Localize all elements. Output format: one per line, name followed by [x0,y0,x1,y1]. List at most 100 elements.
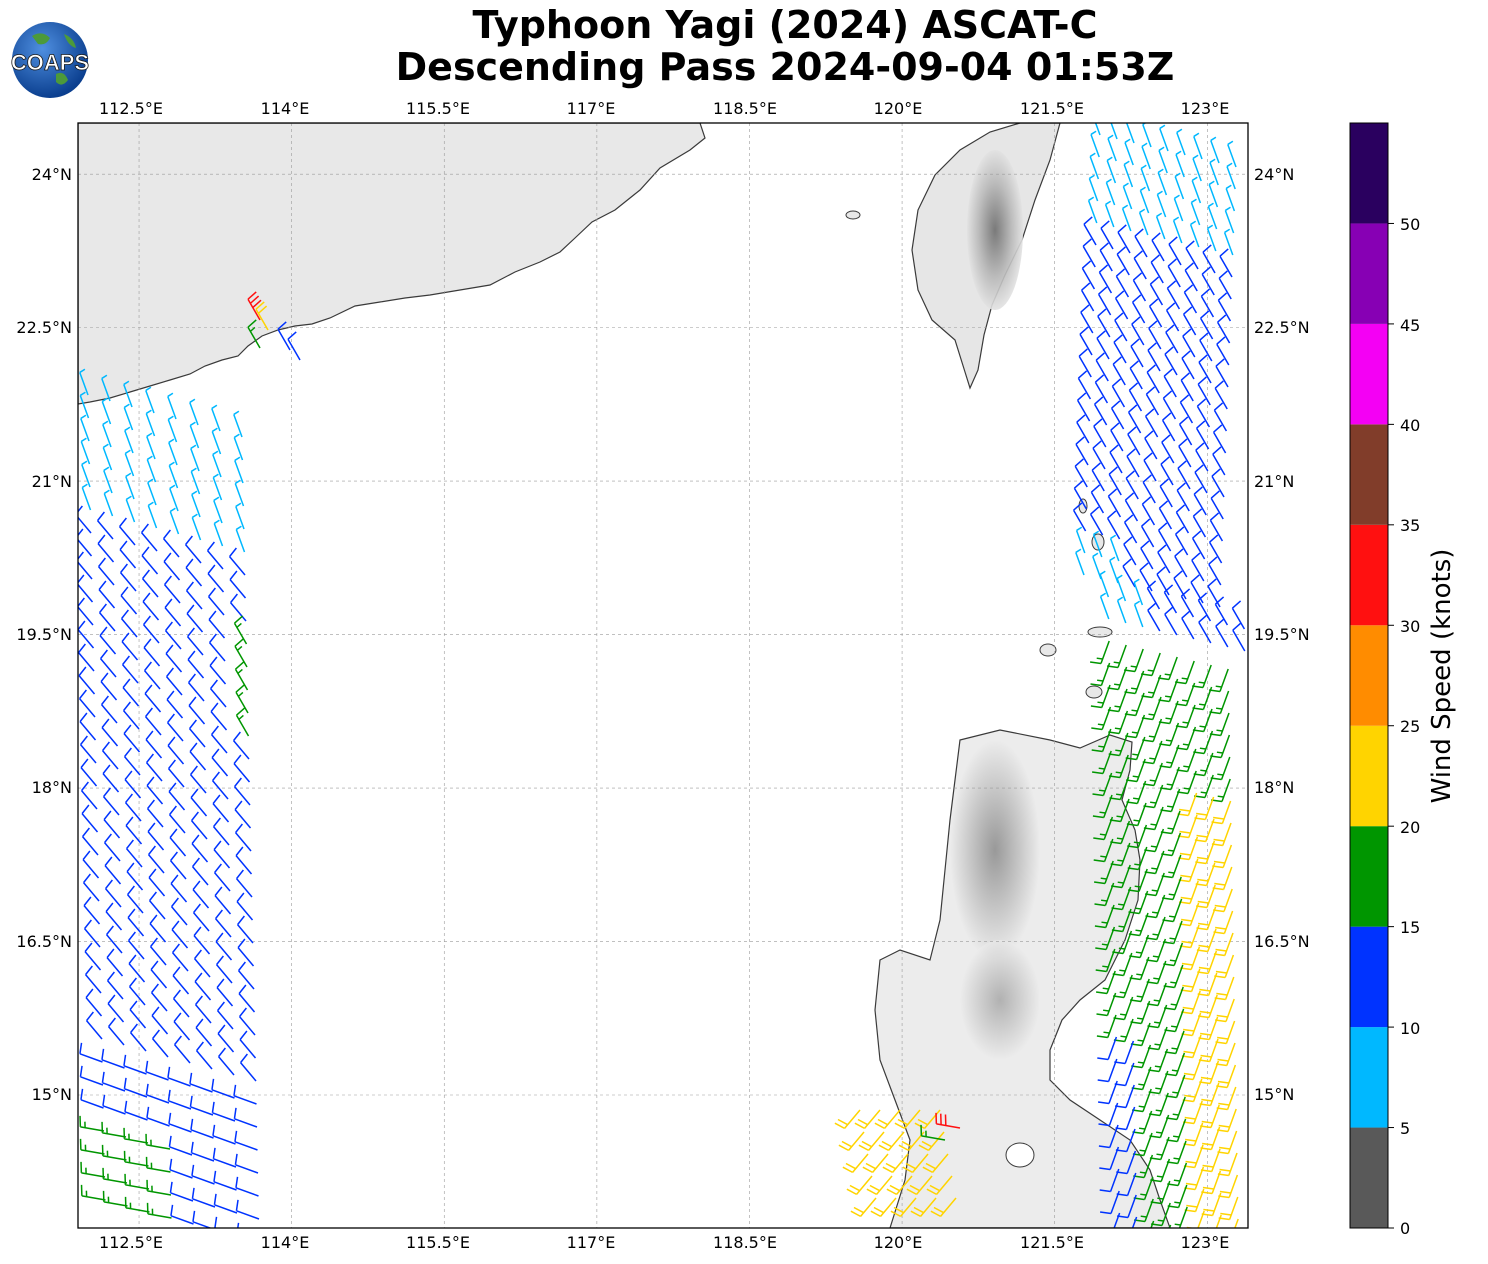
wind-barb [166,713,184,742]
wind-barb [170,1204,194,1225]
wind-barb [1159,478,1173,508]
wind-barb [1202,244,1216,274]
wind-barb [234,823,252,852]
wind-barb [1092,440,1106,470]
wind-barb [1094,882,1115,907]
wind-barb [128,954,146,983]
wind-barb [169,1181,194,1202]
wind-barb [1174,526,1189,556]
wind-barb [167,1066,191,1087]
wind-barb [1180,588,1195,618]
wind-barb [1122,182,1133,210]
wind-barb [102,787,120,816]
wind-barb [834,1109,861,1130]
wind-barb [127,931,145,960]
wind-barb [123,747,141,776]
wind-barb [1089,152,1100,180]
wind-barb [190,811,208,840]
wind-barb [1148,320,1162,350]
wind-barb [1209,512,1224,542]
wind-barb [192,880,210,909]
wind-barb [146,1179,172,1196]
cbar-tick-30: 30 [1400,617,1420,636]
wind-barb [147,822,165,851]
wind-barb [123,1150,149,1167]
wind-barb [101,1071,126,1092]
wind-barb [1113,1212,1121,1228]
wind-barb [163,575,181,604]
wind-barb [1173,570,1187,600]
cbar-tick-50: 50 [1400,215,1420,234]
wind-barb [1173,194,1184,222]
wind-barbs [78,123,1246,1228]
wind-barb [145,1133,171,1150]
lon-label-top-1185e: 118.5°E [713,99,777,118]
colorbar-bin-5-10 [1350,1027,1388,1128]
wind-barb [192,1210,213,1228]
lat-label-right-21n: 21°N [1254,472,1294,491]
wind-barb [1176,482,1190,512]
wind-barb [1100,220,1114,250]
wind-barb [1077,370,1092,400]
wind-barb [1117,224,1131,254]
wind-barb [236,915,254,944]
wind-barb [125,495,136,523]
wind-barb [189,742,207,771]
wind-barb [85,1011,103,1040]
wind-barb [146,1202,172,1219]
wind-barb [234,479,245,507]
wind-barb [149,937,167,966]
wind-barb [1133,578,1144,606]
wind-barb [187,673,205,702]
lon-label-bottom-114e: 114°E [261,1233,310,1252]
wind-barb [1192,154,1202,182]
wind-barb [1208,180,1219,208]
wind-barb [79,712,97,741]
wind-barb [1090,662,1111,687]
wind-barb [1158,146,1168,174]
wind-barb [1193,132,1203,160]
wind-barb [124,793,142,822]
wind-barb [1125,123,1135,144]
wind-barb [185,581,203,610]
wind-barb [1225,184,1236,212]
wind-barb [1172,216,1183,244]
wind-barb [1217,292,1232,322]
wind-barb [211,427,222,455]
wind-barb [1163,584,1178,614]
wind-barb [235,502,245,530]
wind-barb [78,643,95,672]
lon-label-top-1155e: 115.5°E [406,99,470,118]
wind-barb [1109,534,1120,562]
wind-barb [234,800,252,829]
cbar-tick-20: 20 [1400,818,1420,837]
wind-barb [1215,618,1229,648]
wind-barb [151,1006,169,1035]
wind-barb [1127,426,1141,456]
wind-barb [191,857,209,886]
wind-barb [234,638,248,668]
wind-barb [1175,504,1190,534]
wind-barb [213,1170,237,1191]
wind-barb [1078,348,1092,378]
wind-barb [1155,212,1166,240]
wind-barb [1110,422,1124,452]
wind-barb [1215,358,1229,388]
cbar-tick-15: 15 [1400,918,1420,937]
wind-barb [1096,992,1117,1017]
wind-barb [1160,456,1174,486]
wind-barb [1093,816,1114,841]
wind-barb [1193,486,1207,516]
wind-barb [1113,334,1127,364]
wind-barb [191,1187,216,1208]
wind-barb [165,667,183,696]
wind-barb [1099,1168,1120,1193]
wind-barb [1094,374,1109,404]
wind-barb [228,547,246,576]
wind-barb [1223,228,1234,256]
wind-barb [84,942,102,971]
colorbar-bin-50-55 [1350,123,1388,224]
wind-barb [102,1094,126,1115]
wind-barb [1123,536,1137,566]
wind-barb [120,609,138,638]
